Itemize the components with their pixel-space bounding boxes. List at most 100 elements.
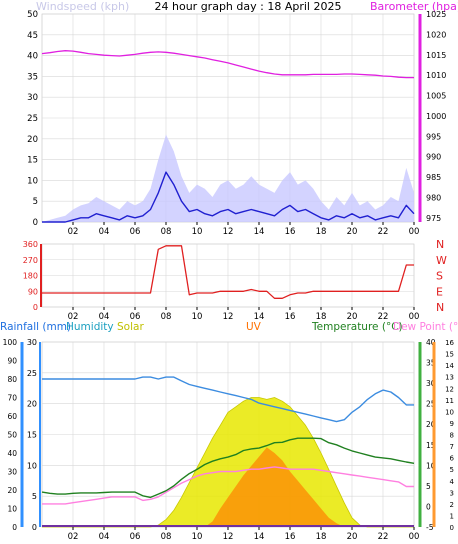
barometer-tick-label: 1020 bbox=[426, 30, 446, 39]
dewpoint-tick-label: 8 bbox=[450, 432, 454, 440]
barometer-axis-label: Barometer (hpa) bbox=[370, 0, 458, 13]
barometer-tick-label: 1000 bbox=[426, 112, 446, 121]
dewpoint-tick-label: 6 bbox=[450, 455, 455, 463]
windspeed-tick-label: 20 bbox=[27, 135, 38, 145]
dewpoint-tick-label: 15 bbox=[445, 351, 454, 359]
direction-tick-label: 0 bbox=[33, 303, 38, 312]
panel2-x-tick-label: 00 bbox=[409, 312, 420, 322]
dewpoint-tick-label: 1 bbox=[450, 512, 454, 520]
panel1-x-tick-label: 16 bbox=[285, 227, 296, 237]
panel2-x-tick-label: 02 bbox=[68, 312, 79, 322]
dewpoint-tick-label: 10 bbox=[445, 408, 454, 416]
humidity-axis-label: Humidity bbox=[66, 321, 114, 333]
dewpoint-tick-label: 9 bbox=[450, 420, 454, 428]
temperature-axis-label: Temperature (°C) bbox=[311, 321, 403, 333]
temperature-tick-label: 35 bbox=[426, 359, 436, 368]
rain-tick-label: 15 bbox=[27, 431, 37, 440]
temperature-tick-label: -5 bbox=[426, 523, 434, 532]
dewpoint-tick-label: 16 bbox=[445, 339, 454, 347]
panel3-x-tick-label: 22 bbox=[378, 532, 389, 542]
windspeed-tick-label: 45 bbox=[27, 31, 38, 41]
panel3-x-tick-label: 14 bbox=[254, 532, 265, 542]
humidity-tick-label: 70 bbox=[7, 394, 17, 403]
panel1-x-tick-label: 20 bbox=[347, 227, 358, 237]
humidity-tick-label: 40 bbox=[7, 449, 17, 458]
temperature-tick-label: 15 bbox=[426, 441, 436, 450]
panel1-x-tick-label: 10 bbox=[192, 227, 203, 237]
humidity-tick-label: 10 bbox=[7, 505, 17, 514]
panel1-x-tick-label: 18 bbox=[316, 227, 327, 237]
dewpoint-tick-label: 14 bbox=[445, 362, 454, 370]
panel2-x-tick-label: 14 bbox=[254, 312, 265, 322]
uv-axis-label: UV bbox=[246, 321, 262, 333]
panel1-x-tick-label: 00 bbox=[409, 227, 420, 237]
barometer-tick-label: 990 bbox=[426, 153, 441, 162]
panel3-x-tick-label: 18 bbox=[316, 532, 327, 542]
rain-tick-label: 0 bbox=[32, 523, 37, 532]
temperature-tick-label: 30 bbox=[426, 379, 436, 388]
rain-tick-label: 20 bbox=[27, 400, 37, 409]
dewpoint-tick-label: 5 bbox=[450, 466, 454, 474]
panel3-x-tick-label: 06 bbox=[130, 532, 141, 542]
windspeed-tick-label: 40 bbox=[27, 52, 38, 62]
direction-tick-label: 180 bbox=[23, 272, 38, 281]
wind-direction-line bbox=[42, 245, 414, 299]
panel3-x-tick-label: 12 bbox=[223, 532, 234, 542]
dewpoint-axis-label: Dew Point (°C) bbox=[393, 321, 458, 333]
panel2-x-tick-label: 22 bbox=[378, 312, 389, 322]
temperature-tick-label: 0 bbox=[426, 502, 431, 511]
barometer-tick-label: 1015 bbox=[426, 51, 446, 60]
compass-letter: N bbox=[436, 301, 444, 314]
compass-letter: S bbox=[436, 270, 443, 283]
panel3-x-tick-label: 04 bbox=[99, 532, 110, 542]
rain-tick-label: 10 bbox=[27, 461, 37, 470]
panel1-x-tick-label: 06 bbox=[130, 227, 141, 237]
panel3-x-tick-label: 00 bbox=[409, 532, 420, 542]
panel1-x-tick-label: 02 bbox=[68, 227, 79, 237]
panel3-x-tick-label: 20 bbox=[347, 532, 358, 542]
barometer-tick-label: 1005 bbox=[426, 92, 446, 101]
windspeed-tick-label: 5 bbox=[33, 197, 38, 207]
windspeed-tick-label: 10 bbox=[27, 176, 38, 186]
rain-tick-label: 30 bbox=[27, 338, 37, 347]
windspeed-tick-label: 15 bbox=[27, 156, 38, 166]
dewpoint-tick-label: 4 bbox=[450, 478, 455, 486]
barometer-tick-label: 1010 bbox=[426, 71, 446, 80]
barometer-tick-label: 975 bbox=[426, 214, 441, 223]
panel1-x-tick-label: 08 bbox=[161, 227, 172, 237]
panel3-x-tick-label: 10 bbox=[192, 532, 203, 542]
windspeed-tick-label: 30 bbox=[27, 93, 38, 103]
dewpoint-tick-label: 13 bbox=[445, 374, 454, 382]
panel2-x-tick-label: 16 bbox=[285, 312, 296, 322]
temperature-tick-label: 40 bbox=[426, 338, 436, 347]
dewpoint-tick-label: 11 bbox=[445, 397, 454, 405]
direction-tick-label: 90 bbox=[28, 287, 38, 296]
dewpoint-line bbox=[42, 466, 414, 505]
humidity-tick-label: 90 bbox=[7, 357, 17, 366]
panel3-x-tick-label: 08 bbox=[161, 532, 172, 542]
barometer-tick-label: 985 bbox=[426, 173, 441, 182]
panel1-x-tick-label: 22 bbox=[378, 227, 389, 237]
panel2-x-tick-label: 10 bbox=[192, 312, 203, 322]
uv-area bbox=[42, 447, 414, 527]
panel3-x-tick-label: 02 bbox=[68, 532, 79, 542]
rainfall-axis-label: Rainfall (mm) bbox=[0, 321, 71, 333]
temperature-tick-label: 10 bbox=[426, 461, 436, 470]
dewpoint-tick-label: 2 bbox=[450, 501, 454, 509]
panel1-x-tick-label: 12 bbox=[223, 227, 234, 237]
temperature-tick-label: 25 bbox=[426, 400, 436, 409]
panel1-x-tick-label: 04 bbox=[99, 227, 110, 237]
windspeed-line bbox=[42, 171, 415, 223]
panel2-x-tick-label: 18 bbox=[316, 312, 327, 322]
panel1-x-tick-label: 14 bbox=[254, 227, 265, 237]
temp-humidity-panel: 0510152025300102030405060708090100-50510… bbox=[3, 338, 455, 542]
humidity-tick-label: 60 bbox=[7, 412, 17, 421]
rain-tick-label: 25 bbox=[27, 369, 37, 378]
panel2-x-tick-label: 20 bbox=[347, 312, 358, 322]
wind-barometer-panel: 0510152025303540455097598098599099510001… bbox=[27, 10, 446, 237]
compass-letter: N bbox=[436, 238, 444, 251]
barometer-line bbox=[41, 50, 414, 79]
windspeed-tick-label: 35 bbox=[27, 72, 38, 82]
